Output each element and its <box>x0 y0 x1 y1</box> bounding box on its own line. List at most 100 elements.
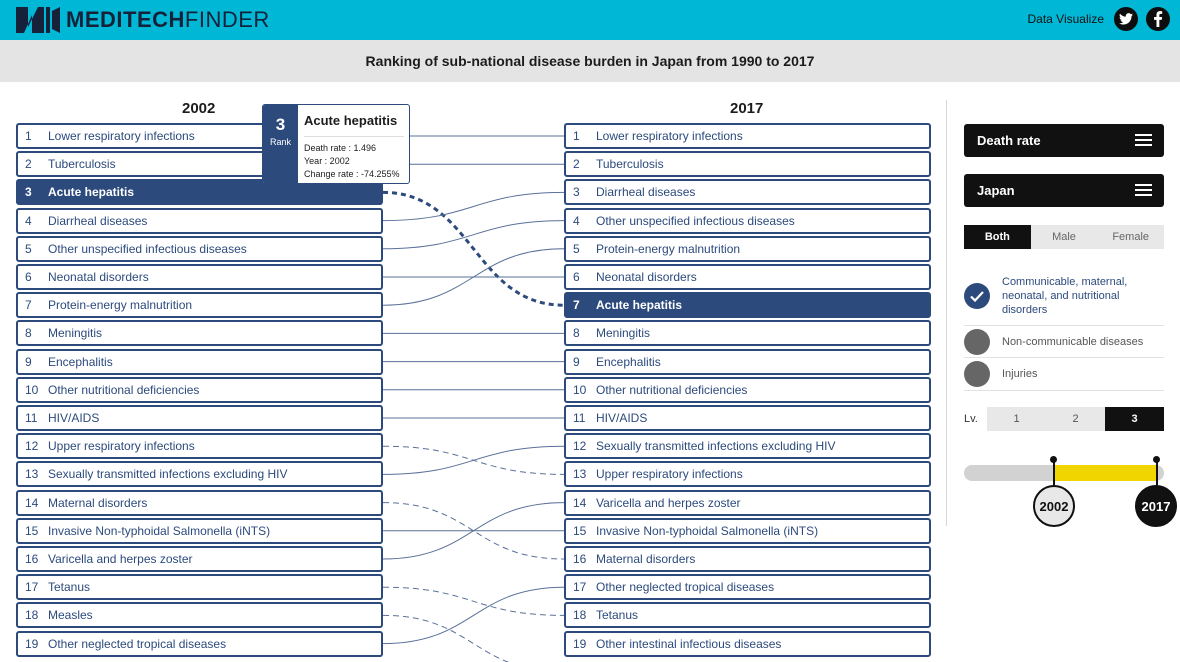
left-rank-row[interactable]: 5 Other unspecified infectious diseases <box>16 235 383 262</box>
category-label: Non-communicable diseases <box>1002 336 1144 348</box>
left-rank-row[interactable]: 15 Invasive Non-typhoidal Salmonella (iNT… <box>16 517 383 544</box>
category-injuries[interactable]: Injuries <box>964 361 1164 387</box>
tooltip-death-rate: Death rate : 1.496 <box>304 143 377 153</box>
right-rank-row[interactable]: 19 Other intestinal infectious diseases <box>564 630 931 657</box>
disease-label: Invasive Non-typhoidal Salmonella (iNTS) <box>48 523 271 538</box>
disease-label: Acute hepatitis <box>48 185 135 200</box>
rank-number: 19 <box>573 636 587 651</box>
left-rank-row[interactable]: 10 Other nutritional deficiencies <box>16 376 383 403</box>
left-rank-row[interactable]: 19 Other neglected tropical diseases <box>16 630 383 657</box>
sex-male-button[interactable]: Male <box>1030 225 1098 249</box>
left-rank-row[interactable]: 18 Measles <box>16 602 383 629</box>
rank-number: 19 <box>25 636 39 651</box>
right-rank-row[interactable]: 11 HIV/AIDS <box>564 405 931 431</box>
rank-number: 4 <box>25 213 32 228</box>
right-rank-row[interactable]: 18 Tetanus <box>564 602 931 629</box>
sex-both-button[interactable]: Both <box>964 225 1031 249</box>
year-start-handle[interactable]: 2002 <box>1033 485 1075 527</box>
brand-name: MEDITECHFINDER <box>66 7 270 33</box>
page-title: Ranking of sub-national disease burden i… <box>365 53 815 69</box>
tooltip-rank-label: Rank <box>269 137 291 147</box>
disease-label: Lower respiratory infections <box>596 129 743 143</box>
location-dropdown[interactable]: Japan <box>964 174 1164 207</box>
left-rank-row[interactable]: 11 HIV/AIDS <box>16 405 383 431</box>
header-right: Data Visualize <box>1027 7 1170 31</box>
left-rank-row[interactable]: 9 Encephalitis <box>16 348 383 375</box>
right-rank-row[interactable]: 13 Upper respiratory infections <box>564 461 931 488</box>
right-rank-row[interactable]: 10 Other nutritional deficiencies <box>564 376 931 403</box>
sex-female-button[interactable]: Female <box>1097 225 1165 249</box>
measure-dropdown[interactable]: Death rate <box>964 124 1164 157</box>
disease-label: Meningitis <box>596 326 651 341</box>
left-rank-row[interactable]: 6 Neonatal disorders <box>16 264 383 290</box>
right-rank-row[interactable]: 6 Neonatal disorders <box>564 264 931 290</box>
level-3-button[interactable]: 3 <box>1105 407 1164 431</box>
checkmark-icon <box>964 283 990 309</box>
right-rank-row[interactable]: 8 Meningitis <box>564 320 931 347</box>
disease-label: Upper respiratory infections <box>596 467 743 482</box>
disease-label: Other unspecified infectious diseases <box>48 241 247 256</box>
rank-number: 11 <box>573 411 586 425</box>
left-rank-row[interactable]: 17 Tetanus <box>16 574 383 601</box>
left-rank-row[interactable]: 13 Sexually transmitted infections exclud… <box>16 461 383 488</box>
disease-label: Tetanus <box>596 608 639 623</box>
year-end-handle[interactable]: 2017 <box>1135 485 1177 527</box>
right-rank-row[interactable]: 15 Invasive Non-typhoidal Salmonella (iNT… <box>564 517 931 544</box>
data-visualize-link[interactable]: Data Visualize <box>1027 12 1105 26</box>
level-2-button[interactable]: 2 <box>1046 407 1105 431</box>
category-non-communicable[interactable]: Non-communicable diseases <box>964 329 1164 355</box>
logo[interactable]: MEDITECHFINDER <box>16 7 270 33</box>
disease-label: Maternal disorders <box>596 552 696 566</box>
rank-link-line <box>382 614 510 662</box>
disease-label: Varicella and herpes zoster <box>596 495 741 510</box>
right-rank-row[interactable]: 17 Other neglected tropical diseases <box>564 574 931 601</box>
year-slider-range <box>1054 465 1158 481</box>
category-communicable[interactable]: Communicable, maternal, neonatal, and nu… <box>964 275 1164 317</box>
rank-number: 1 <box>25 129 32 143</box>
location-value: Japan <box>977 183 1015 198</box>
left-rank-row[interactable]: 4 Diarrheal diseases <box>16 207 383 234</box>
disease-label: Neonatal disorders <box>48 270 149 284</box>
disease-label: Varicella and herpes zoster <box>48 552 193 566</box>
level-selector: Lv. 1 2 3 <box>964 407 1164 431</box>
facebook-icon[interactable] <box>1146 7 1170 31</box>
category-label: Injuries <box>1002 368 1038 380</box>
disease-label: Diarrheal diseases <box>596 185 696 200</box>
rank-number: 8 <box>573 326 580 341</box>
slider-start-dot <box>1050 456 1057 463</box>
right-rank-row[interactable]: 16 Maternal disorders <box>564 546 931 572</box>
right-rank-row[interactable]: 3 Diarrheal diseases <box>564 179 931 206</box>
twitter-icon[interactable] <box>1114 7 1138 31</box>
sex-selector: Both Male Female <box>964 225 1165 249</box>
left-rank-row[interactable]: 7 Protein-energy malnutrition <box>16 292 383 319</box>
right-rank-row[interactable]: 1 Lower respiratory infections <box>564 123 931 149</box>
tooltip-rank-panel: 3 Rank <box>263 105 298 183</box>
rank-number: 1 <box>573 129 580 143</box>
right-rank-row[interactable]: 9 Encephalitis <box>564 348 931 375</box>
left-rank-row[interactable]: 12 Upper respiratory infections <box>16 433 383 460</box>
left-rank-row[interactable]: 14 Maternal disorders <box>16 489 383 516</box>
rank-number: 3 <box>25 185 32 200</box>
rank-number: 6 <box>25 270 32 284</box>
left-rank-row[interactable]: 16 Varicella and herpes zoster <box>16 546 383 572</box>
left-rank-row[interactable]: 8 Meningitis <box>16 320 383 347</box>
rank-number: 2 <box>573 157 580 172</box>
disease-label: Upper respiratory infections <box>48 439 195 454</box>
right-rank-row[interactable]: 5 Protein-energy malnutrition <box>564 235 931 262</box>
rank-number: 17 <box>573 580 587 595</box>
level-1-button[interactable]: 1 <box>987 407 1046 431</box>
disease-label: Invasive Non-typhoidal Salmonella (iNTS) <box>596 523 819 538</box>
right-rank-row[interactable]: 2 Tuberculosis <box>564 151 931 178</box>
right-rank-row[interactable]: 12 Sexually transmitted infections exclud… <box>564 433 931 460</box>
rank-number: 4 <box>573 213 580 228</box>
category-separator <box>964 325 1164 326</box>
right-rank-row[interactable]: 7 Acute hepatitis <box>564 292 931 319</box>
right-rank-row[interactable]: 4 Other unspecified infectious diseases <box>564 207 931 234</box>
disease-label: Other nutritional deficiencies <box>596 382 748 397</box>
right-rank-row[interactable]: 14 Varicella and herpes zoster <box>564 489 931 516</box>
left-year-title: 2002 <box>182 100 216 117</box>
category-separator <box>964 390 1164 391</box>
rank-number: 14 <box>25 495 39 510</box>
disease-label: Tuberculosis <box>596 157 664 172</box>
rank-link-line <box>382 191 565 222</box>
